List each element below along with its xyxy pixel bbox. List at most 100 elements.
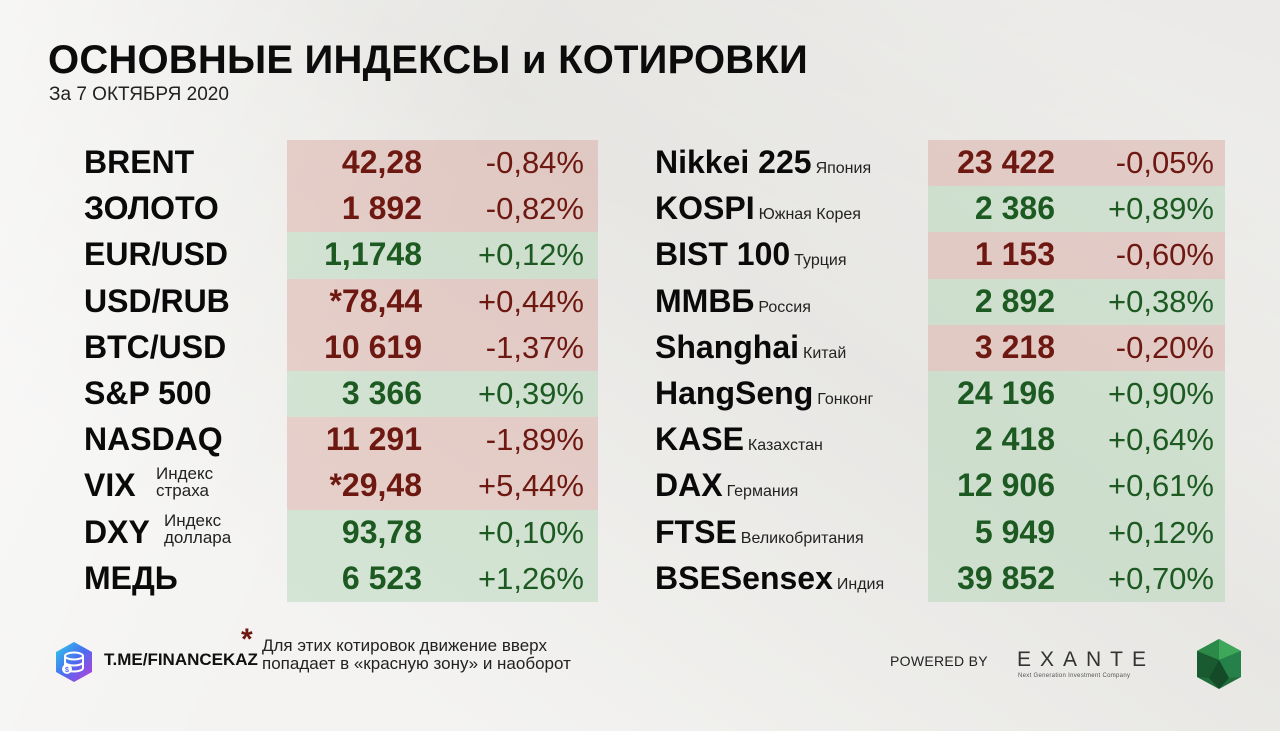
quote-change: +0,12% <box>477 237 584 273</box>
quote-name-text: МЕДЬ <box>84 559 178 596</box>
quote-row: VIX Индекс страха *29,48 +5,44% <box>84 463 598 510</box>
green-zone <box>287 232 598 279</box>
quote-value: 1 153 <box>974 236 1055 273</box>
quote-country: Гонконг <box>817 390 874 408</box>
quote-name-text: DAX <box>655 467 723 504</box>
quote-name: BTC/USD <box>84 329 226 366</box>
green-zone <box>928 509 1225 556</box>
green-zone <box>928 555 1225 602</box>
red-zone <box>287 324 598 371</box>
quote-row: ЗОЛОТО 1 892 -0,82% <box>84 186 598 233</box>
quote-description-line: страха <box>156 481 209 501</box>
quote-name-text: BTC/USD <box>84 328 227 365</box>
quote-name-text: DXY <box>84 513 150 550</box>
quote-row: DAX Германия 12 906 +0,61% <box>655 463 1225 510</box>
quote-row: BTC/USD 10 619 -1,37% <box>84 324 598 371</box>
svg-text:$: $ <box>65 667 69 674</box>
quote-change: +0,39% <box>477 375 584 411</box>
quote-name-text: BSESensex <box>655 559 833 596</box>
red-zone <box>928 232 1225 279</box>
quote-value: 23 422 <box>957 144 1055 180</box>
quote-change: +0,70% <box>1107 560 1214 596</box>
quote-change: -0,84% <box>485 145 584 180</box>
quote-value: 6 523 <box>341 559 422 596</box>
quote-value: 24 196 <box>957 374 1055 411</box>
quote-name: EUR/USD <box>84 236 228 273</box>
quote-name: BRENT <box>84 144 194 181</box>
red-zone <box>287 463 598 510</box>
quote-row: BIST 100 Турция 1 153 -0,60% <box>655 232 1225 279</box>
quote-value: 42,28 <box>341 144 422 180</box>
quote-name-text: HangSeng <box>655 374 814 411</box>
quote-name-text: KOSPI <box>655 190 755 227</box>
quote-value: 11 291 <box>325 421 422 458</box>
page-subtitle: За 7 ОКТЯБРЯ 2020 <box>49 84 229 105</box>
page-title: ОСНОВНЫЕ ИНДЕКСЫ и КОТИРОВКИ <box>48 38 808 82</box>
quote-row: S&P 500 3 366 +0,39% <box>84 370 598 418</box>
quote-change: -0,82% <box>485 191 584 227</box>
quote-value: 2 892 <box>974 282 1055 319</box>
quote-name: Nikkei 225 Япония <box>655 144 871 181</box>
red-zone <box>287 140 598 187</box>
quote-name: USD/RUB <box>84 283 230 320</box>
green-zone <box>287 509 598 556</box>
quote-description-line: доллара <box>164 527 232 547</box>
quote-value: 1,1748 <box>324 236 422 273</box>
left-quotes-column: BRENT 42,28 -0,84% ЗОЛОТО 1 892 -0,82% EUR/USD… <box>84 140 598 602</box>
exante-brand[interactable]: EXANTE <box>1017 648 1156 671</box>
quote-name-text: ММВБ <box>655 282 755 319</box>
exante-tagline: Next Generation Investment Company <box>1018 673 1131 679</box>
right-indices-column: Nikkei 225 Япония 23 422 -0,05% KOSPI Южная К… <box>655 140 1225 602</box>
quote-name: ЗОЛОТО <box>84 190 219 227</box>
quote-change: +5,44% <box>477 468 584 504</box>
powered-by-label: POWERED BY <box>890 653 988 669</box>
quote-name: МЕДЬ <box>84 560 178 597</box>
quote-row: DXY Индекс доллара 93,78 +0,10% <box>84 509 598 556</box>
quote-value: 10 619 <box>324 328 422 365</box>
quote-change: -0,60% <box>1115 237 1214 273</box>
quote-name-text: Shanghai <box>655 328 800 365</box>
quote-change: +0,89% <box>1107 191 1214 227</box>
quote-change: +0,44% <box>477 283 584 319</box>
quote-change: -1,37% <box>485 329 584 365</box>
quote-name: FTSE Великобритания <box>655 514 864 551</box>
green-zone <box>287 370 598 418</box>
quote-change: +0,12% <box>1107 514 1214 550</box>
quote-row: EUR/USD 1,1748 +0,12% <box>84 232 598 279</box>
quote-value: 93,78 <box>341 513 422 550</box>
quote-country: Китай <box>803 344 847 362</box>
quote-row: Shanghai Китай 3 218 -0,20% <box>655 324 1225 371</box>
quote-name: BIST 100 Турция <box>655 236 847 273</box>
quote-name: Shanghai Китай <box>655 329 846 366</box>
quote-change: -1,89% <box>485 422 584 458</box>
footnote-text: Для этих котировок движение вверх попада… <box>262 636 571 673</box>
quote-change: +0,90% <box>1107 375 1214 411</box>
quote-name-text: BIST 100 <box>655 236 791 273</box>
green-crystal-icon[interactable] <box>1195 638 1243 690</box>
quote-value: 3 366 <box>341 374 422 411</box>
quote-name-text: VIX <box>84 467 136 504</box>
quote-name: VIX <box>84 467 136 504</box>
quote-name: S&P 500 <box>84 375 212 412</box>
quote-value: *29,48 <box>329 467 422 504</box>
coin-stack-logo-icon[interactable]: $ <box>52 640 96 684</box>
quote-row: KOSPI Южная Корея 2 386 +0,89% <box>655 186 1225 233</box>
quote-country: Великобритания <box>740 529 864 547</box>
quote-country: Казахстан <box>747 437 823 455</box>
quote-row: NASDAQ 11 291 -1,89% <box>84 417 598 464</box>
quote-name-text: S&P 500 <box>84 374 212 411</box>
quote-row: ММВБ Россия 2 892 +0,38% <box>655 278 1225 325</box>
quote-name-text: Nikkei 225 <box>655 144 812 180</box>
red-zone <box>287 417 598 464</box>
quote-name: HangSeng Гонконг <box>655 375 873 412</box>
quote-country: Япония <box>815 160 872 177</box>
telegram-channel-link[interactable]: T.ME/FINANCEKAZ <box>104 650 258 669</box>
quote-description-line: Индекс <box>156 464 214 484</box>
green-zone <box>928 463 1225 510</box>
quote-change: +0,10% <box>477 514 584 550</box>
quote-change: +0,64% <box>1107 422 1214 458</box>
quote-row: BSESensex Индия 39 852 +0,70% <box>655 555 1225 602</box>
quote-name: BSESensex Индия <box>655 560 884 597</box>
quote-name-text: NASDAQ <box>84 421 223 458</box>
quote-name-text: USD/RUB <box>84 282 230 319</box>
